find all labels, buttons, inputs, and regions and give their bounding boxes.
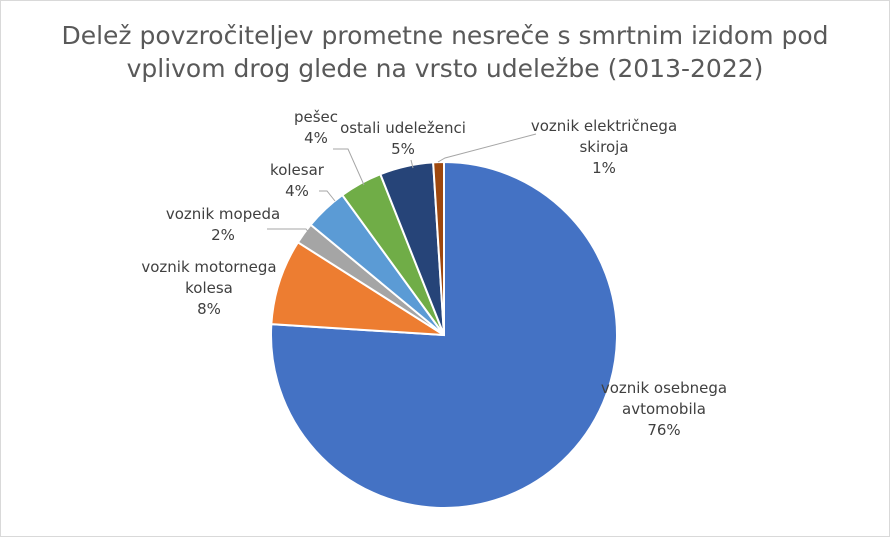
data-label-6: voznik električnega skiroja 1% bbox=[531, 117, 677, 177]
data-label-name: pešec bbox=[294, 108, 338, 126]
data-label-name: kolesa bbox=[185, 279, 233, 297]
data-label-name: voznik motornega bbox=[141, 258, 276, 276]
leader-line-5 bbox=[410, 159, 414, 169]
data-label-3: kolesar 4% bbox=[270, 161, 325, 200]
data-label-name: kolesar bbox=[270, 161, 325, 179]
data-label-2: voznik mopeda 2% bbox=[166, 205, 280, 244]
data-label-1: voznik motornega kolesa 8% bbox=[141, 258, 276, 318]
data-label-name: voznik mopeda bbox=[166, 205, 280, 223]
chart-title: Delež povzročiteljev prometne nesreče s … bbox=[1, 19, 889, 85]
data-label-value: 5% bbox=[391, 140, 415, 158]
leader-line-3 bbox=[319, 190, 336, 202]
data-label-4: pešec 4% bbox=[294, 108, 338, 147]
leader-line-4 bbox=[333, 148, 365, 186]
data-label-name: avtomobila bbox=[622, 400, 706, 418]
leader-line-6 bbox=[437, 133, 537, 163]
data-label-name: ostali udeleženci bbox=[340, 119, 466, 137]
data-label-value: 76% bbox=[647, 421, 680, 439]
data-label-name: voznik električnega bbox=[531, 117, 677, 135]
data-label-5: ostali udeleženci 5% bbox=[340, 119, 466, 158]
data-label-0: voznik osebnega avtomobila 76% bbox=[601, 379, 727, 439]
chart-title-line-2: vplivom drog glede na vrsto udeležbe (20… bbox=[126, 54, 764, 83]
data-label-value: 2% bbox=[211, 226, 235, 244]
data-label-value: 8% bbox=[197, 300, 221, 318]
chart-title-line-1: Delež povzročiteljev prometne nesreče s … bbox=[61, 21, 829, 50]
data-label-name: voznik osebnega bbox=[601, 379, 727, 397]
data-label-value: 1% bbox=[592, 159, 616, 177]
data-label-value: 4% bbox=[285, 182, 309, 200]
data-label-name: skiroja bbox=[579, 138, 628, 156]
leader-line-2 bbox=[267, 228, 313, 238]
data-label-value: 4% bbox=[304, 129, 328, 147]
